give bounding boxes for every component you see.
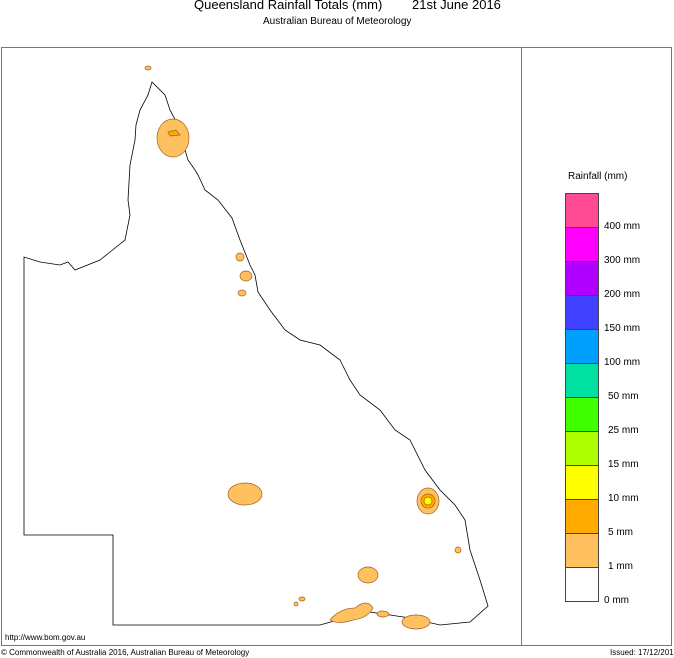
rain-area-cape-york-core (167, 129, 181, 137)
copyright-text: © Commonwealth of Australia 2016, Austra… (1, 648, 250, 657)
legend-label: 5 mm (608, 527, 633, 538)
legend-label: 400 mm (604, 221, 641, 232)
rain-area (237, 289, 247, 297)
map-title: Queensland Rainfall Totals (mm) (194, 0, 383, 12)
legend-swatch (566, 466, 598, 500)
legend-divider (521, 47, 522, 646)
legend-swatch (566, 534, 598, 568)
legend-swatch (566, 568, 598, 602)
map-date: 21st June 2016 (412, 0, 501, 12)
rain-area (401, 614, 431, 630)
legend-colorbar (565, 193, 599, 602)
rain-area (454, 546, 462, 554)
legend-swatch (566, 262, 598, 296)
legend-label: 50 mm (608, 391, 639, 402)
legend-label: 100 mm (604, 357, 641, 368)
rain-area-central-west (227, 482, 263, 506)
legend-swatch (566, 194, 598, 228)
rain-area (144, 65, 152, 71)
rain-area (376, 610, 390, 618)
legend-label: 150 mm (604, 323, 641, 334)
map-subtitle: Australian Bureau of Meteorology (263, 16, 412, 27)
rainfall-areas (144, 65, 462, 630)
legend-swatch (566, 228, 598, 262)
rain-area (239, 270, 253, 282)
url-link[interactable]: http://www.bom.gov.au (5, 633, 86, 642)
legend-swatch (566, 296, 598, 330)
legend-label: 200 mm (604, 289, 641, 300)
map-frame (1, 47, 672, 646)
legend-title: Rainfall (mm) (568, 171, 628, 182)
rain-area (235, 252, 245, 262)
queensland-outline (23, 81, 489, 626)
legend-label: 25 mm (608, 425, 639, 436)
queensland-map (23, 65, 489, 630)
legend-label: 15 mm (608, 459, 639, 470)
legend-swatch (566, 432, 598, 466)
legend-label: 0 mm (604, 595, 629, 606)
rain-area (298, 596, 306, 602)
rain-area (357, 566, 379, 584)
legend-swatch (566, 364, 598, 398)
rain-area-south (329, 602, 374, 623)
legend-swatch (566, 398, 598, 432)
legend-label: 1 mm (608, 561, 633, 572)
legend-label: 10 mm (608, 493, 639, 504)
rain-area (293, 601, 299, 607)
legend-swatch (566, 500, 598, 534)
legend-label: 300 mm (604, 255, 641, 266)
rain-area-10mm (423, 496, 433, 506)
rain-area-cape-york (156, 118, 190, 158)
issued-date: Issued: 17/12/2016 (610, 648, 674, 657)
legend-swatch (566, 330, 598, 364)
